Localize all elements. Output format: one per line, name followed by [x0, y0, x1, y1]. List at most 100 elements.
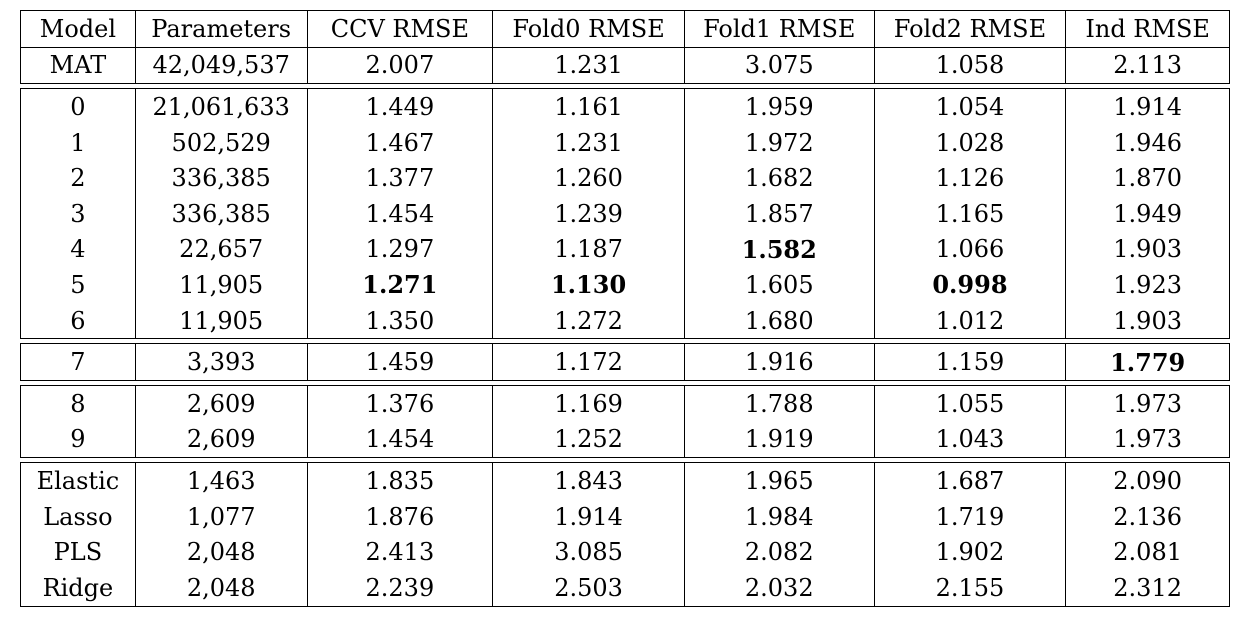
- cell-fold2-rmse: 1.012: [873, 302, 1066, 339]
- cell-ind-rmse: 2.312: [1065, 569, 1229, 606]
- cell-ccv-rmse: 1.459: [306, 344, 493, 380]
- results-table: Model Parameters CCV RMSE Fold0 RMSE Fol…: [20, 10, 1230, 607]
- cell-ind-rmse: 1.903: [1065, 231, 1229, 268]
- header-parameters: Parameters: [134, 11, 307, 47]
- table-row: 6 11,905 1.350 1.272 1.680 1.012 1.903: [21, 302, 1229, 339]
- cell-model: 1: [70, 128, 86, 157]
- cell-parameters: 3,393: [134, 344, 307, 380]
- cell-fold2-rmse: 1.066: [873, 231, 1066, 268]
- cell-fold1-rmse: 1.582: [683, 231, 874, 268]
- cell-model: Elastic: [36, 466, 120, 495]
- cell-fold1-rmse: 1.959: [683, 89, 874, 125]
- cell-fold1-rmse: 1.965: [683, 463, 874, 499]
- cell-fold0-rmse: 1.169: [492, 385, 684, 422]
- table-header-row: Model Parameters CCV RMSE Fold0 RMSE Fol…: [21, 11, 1229, 47]
- cell-ccv-rmse: 1.297: [306, 231, 493, 268]
- cell-model: 3: [70, 199, 86, 228]
- cell-fold0-rmse: 2.503: [492, 569, 684, 606]
- cell-fold2-rmse: 1.719: [873, 498, 1066, 535]
- cell-ind-rmse: 1.903: [1065, 302, 1229, 339]
- cell-parameters: 1,077: [134, 498, 307, 535]
- cell-fold2-rmse: 2.155: [873, 569, 1066, 606]
- cell-ccv-rmse: 1.449: [306, 89, 493, 125]
- table-row: 9 2,609 1.454 1.252 1.919 1.043 1.973: [21, 421, 1229, 458]
- table-row: 8 2,609 1.376 1.169 1.788 1.055 1.973: [21, 385, 1229, 422]
- cell-parameters: 502,529: [134, 124, 307, 161]
- cell-parameters: 2,048: [134, 534, 307, 570]
- cell-parameters: 336,385: [134, 160, 307, 196]
- cell-fold2-rmse: 1.058: [873, 47, 1066, 84]
- cell-parameters: 2,609: [134, 385, 307, 422]
- table-body: MAT 42,049,537 2.007 1.231 3.075 1.058 2.113 0 2…: [20, 47, 1230, 607]
- header-fold2-rmse: Fold2 RMSE: [873, 11, 1066, 47]
- table-row: MAT 42,049,537 2.007 1.231 3.075 1.058 2.113: [21, 47, 1229, 84]
- cell-ccv-rmse: 1.876: [306, 498, 493, 535]
- cell-fold0-rmse: 1.272: [492, 302, 684, 339]
- cell-ind-rmse: 1.949: [1065, 195, 1229, 232]
- cell-model: MAT: [49, 51, 107, 80]
- cell-fold1-rmse: 1.682: [683, 160, 874, 196]
- cell-ind-rmse: 1.870: [1065, 160, 1229, 196]
- header-ind-rmse: Ind RMSE: [1065, 11, 1229, 47]
- cell-fold1-rmse: 2.082: [683, 534, 874, 570]
- cell-fold1-rmse: 1.788: [683, 385, 874, 422]
- table-row: PLS 2,048 2.413 3.085 2.082 1.902 2.081: [21, 534, 1229, 570]
- cell-parameters: 42,049,537: [134, 47, 307, 84]
- cell-fold1-rmse: 1.972: [683, 124, 874, 161]
- table-group: Elastic 1,463 1.835 1.843 1.965 1.687 2.090 Las…: [20, 462, 1230, 607]
- cell-fold0-rmse: 1.130: [492, 267, 684, 303]
- table-row: 2 336,385 1.377 1.260 1.682 1.126 1.870: [21, 160, 1229, 196]
- cell-parameters: 11,905: [134, 302, 307, 339]
- table-row: Ridge 2,048 2.239 2.503 2.032 2.155 2.312: [21, 569, 1229, 606]
- cell-model: 6: [70, 306, 86, 335]
- cell-ind-rmse: 2.081: [1065, 534, 1229, 570]
- cell-fold2-rmse: 1.054: [873, 89, 1066, 125]
- cell-model: 9: [70, 425, 86, 454]
- cell-fold0-rmse: 1.239: [492, 195, 684, 232]
- table-group: 8 2,609 1.376 1.169 1.788 1.055 1.973 9 2,609 1.4…: [20, 384, 1230, 459]
- cell-model: 8: [70, 389, 86, 418]
- cell-fold0-rmse: 1.914: [492, 498, 684, 535]
- cell-ind-rmse: 1.973: [1065, 385, 1229, 422]
- cell-parameters: 2,048: [134, 569, 307, 606]
- cell-ccv-rmse: 1.350: [306, 302, 493, 339]
- cell-ind-rmse: 1.973: [1065, 421, 1229, 458]
- header-model: Model: [39, 14, 117, 43]
- cell-fold2-rmse: 1.028: [873, 124, 1066, 161]
- table-row: 7 3,393 1.459 1.172 1.916 1.159 1.779: [21, 344, 1229, 380]
- cell-model: 7: [70, 348, 86, 377]
- table-group: 0 21,061,633 1.449 1.161 1.959 1.054 1.914 1 502…: [20, 88, 1230, 340]
- cell-fold1-rmse: 1.919: [683, 421, 874, 458]
- cell-model: Lasso: [43, 502, 113, 531]
- cell-fold2-rmse: 1.902: [873, 534, 1066, 570]
- cell-ind-rmse: 1.914: [1065, 89, 1229, 125]
- cell-model: 2: [70, 164, 86, 193]
- table-row: 5 11,905 1.271 1.130 1.605 0.998 1.923: [21, 267, 1229, 303]
- cell-parameters: 21,061,633: [134, 89, 307, 125]
- cell-fold0-rmse: 3.085: [492, 534, 684, 570]
- cell-ccv-rmse: 1.377: [306, 160, 493, 196]
- cell-fold0-rmse: 1.231: [492, 47, 684, 84]
- cell-fold0-rmse: 1.252: [492, 421, 684, 458]
- cell-ccv-rmse: 1.376: [306, 385, 493, 422]
- cell-fold2-rmse: 1.043: [873, 421, 1066, 458]
- table-row: 1 502,529 1.467 1.231 1.972 1.028 1.946: [21, 124, 1229, 161]
- cell-fold2-rmse: 0.998: [873, 267, 1066, 303]
- cell-ccv-rmse: 1.835: [306, 463, 493, 499]
- cell-fold2-rmse: 1.687: [873, 463, 1066, 499]
- cell-ccv-rmse: 2.239: [306, 569, 493, 606]
- header-fold1-rmse: Fold1 RMSE: [683, 11, 874, 47]
- cell-ccv-rmse: 2.007: [306, 47, 493, 84]
- cell-fold0-rmse: 1.260: [492, 160, 684, 196]
- cell-fold1-rmse: 1.605: [683, 267, 874, 303]
- table-group: MAT 42,049,537 2.007 1.231 3.075 1.058 2.113: [20, 47, 1230, 85]
- cell-model: PLS: [53, 538, 103, 567]
- cell-fold1-rmse: 2.032: [683, 569, 874, 606]
- cell-model: 4: [70, 235, 86, 264]
- cell-model: 5: [70, 270, 86, 299]
- cell-ccv-rmse: 1.467: [306, 124, 493, 161]
- cell-parameters: 2,609: [134, 421, 307, 458]
- cell-fold0-rmse: 1.231: [492, 124, 684, 161]
- cell-model: 0: [70, 92, 86, 121]
- cell-ind-rmse: 1.779: [1065, 344, 1229, 380]
